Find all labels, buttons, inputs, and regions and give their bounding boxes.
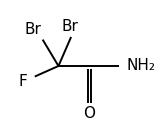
Text: Br: Br <box>25 22 42 37</box>
Text: F: F <box>18 74 27 89</box>
Text: NH₂: NH₂ <box>126 58 155 74</box>
Text: O: O <box>83 106 95 121</box>
Text: Br: Br <box>61 19 78 34</box>
